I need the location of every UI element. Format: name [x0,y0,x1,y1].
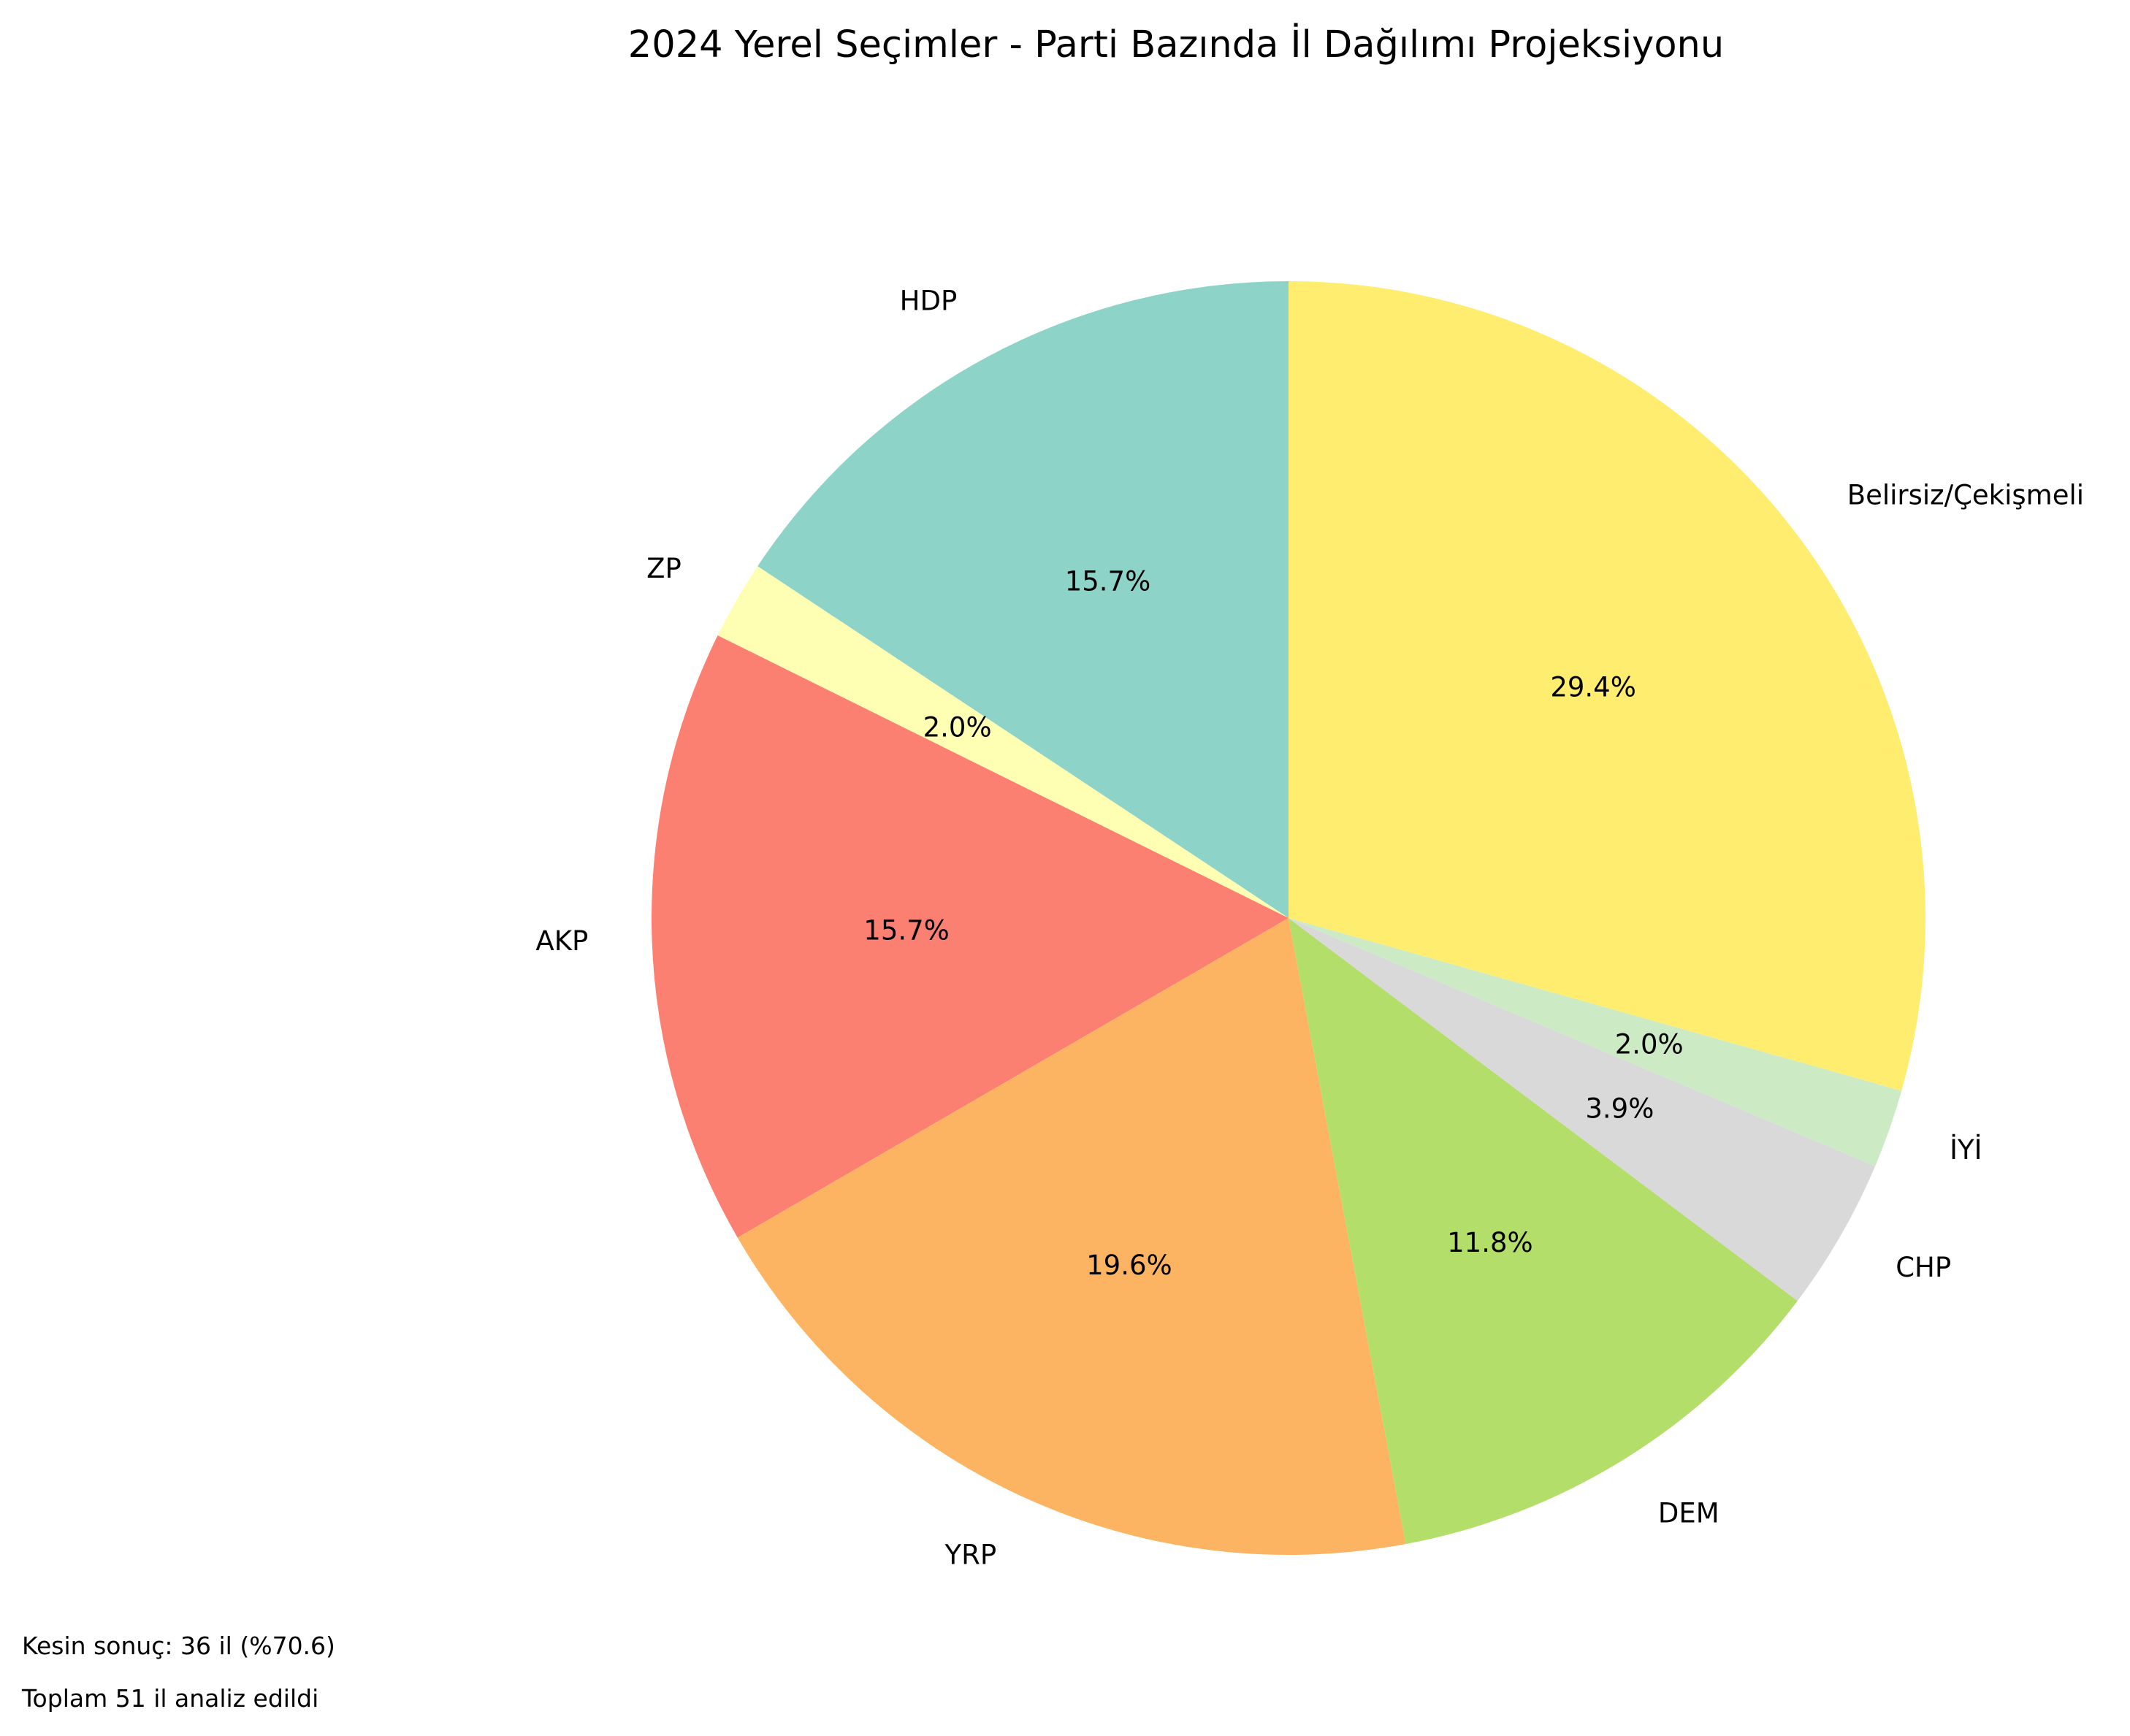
pie-slice-yrp [737,918,1406,1555]
pie-name-label-hdp: HDP [900,285,958,316]
pie-percent-label-akp: 15.7% [863,915,950,947]
pie-percent-label-yrp: 19.6% [1086,1250,1172,1281]
pie-slice-chp [1289,918,1876,1301]
pie-slices [652,281,1925,1555]
pie-percent-label-chp: 3.9% [1585,1093,1654,1125]
pie-slice-hdp [757,281,1289,918]
pie-name-label-belirsiz-c-ekis-meli: Belirsiz/Çekişmeli [1847,479,2084,511]
pie-name-label-i-yi: İYİ [1950,1134,1982,1166]
pie-percent-label-i-yi: 2.0% [1615,1029,1684,1060]
footnote-total-analyzed: Toplam 51 il analiz edildi [22,1684,319,1713]
pie-name-label-chp: CHP [1896,1252,1951,1283]
pie-slice-zp [717,566,1289,918]
chart-title: 2024 Yerel Seçimler - Parti Bazında İl D… [628,22,1724,66]
pie-name-label-dem: DEM [1658,1497,1719,1529]
pie-slice-i-yi [1289,918,1902,1166]
pie-name-label-yrp: YRP [944,1539,997,1570]
pie-slice-dem [1289,918,1798,1545]
pie-slice-name-labels: HDP ZP AKP YRP DEM CHP İYİ Belirsiz/Çekişmeli [535,285,2084,1570]
pie-slice-belirsiz-c-ekis-meli [1289,281,1925,1091]
footnote-certain-results: Kesin sonuç: 36 il (%70.6) [22,1632,335,1660]
pie-slice-akp [652,635,1289,1238]
pie-percentage-labels: 15.7% 2.0% 15.7% 19.6% 11.8% 3.9% 2.0% 29.4% [863,566,1683,1282]
pie-name-label-akp: AKP [535,925,588,957]
pie-name-label-zp: ZP [646,553,682,584]
pie-percent-label-dem: 11.8% [1447,1227,1533,1258]
pie-percent-label-belirsiz-c-ekis-meli: 29.4% [1550,672,1636,703]
pie-percent-label-hdp: 15.7% [1065,566,1151,597]
pie-percent-label-zp: 2.0% [923,711,992,743]
